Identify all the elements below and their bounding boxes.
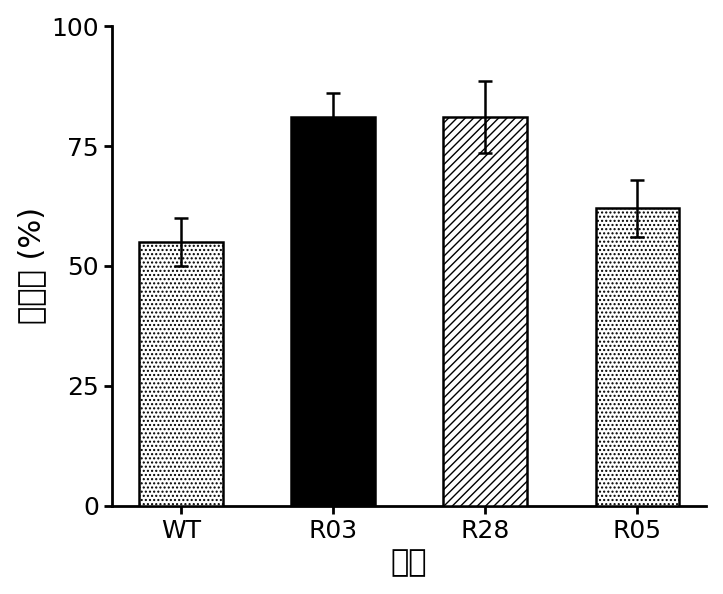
Bar (596, 208, 680, 505)
Y-axis label: 抑制率 (%): 抑制率 (%) (17, 207, 46, 324)
Bar (443, 117, 527, 505)
Bar (291, 117, 375, 505)
X-axis label: 菌株: 菌株 (391, 548, 427, 577)
Bar (139, 242, 223, 505)
